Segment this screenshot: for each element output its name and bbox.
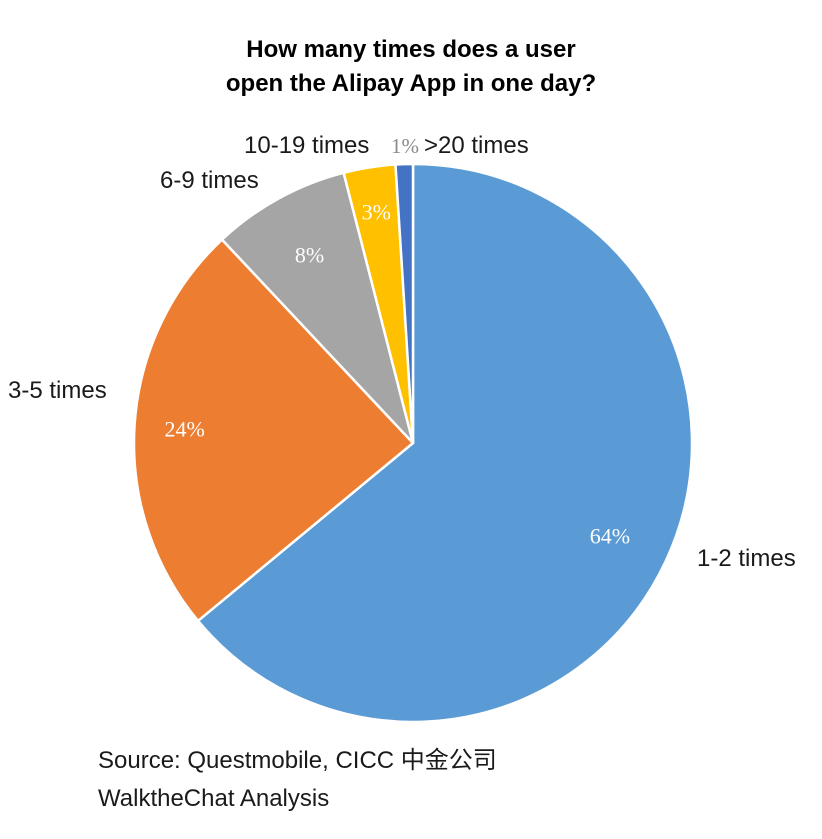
slice-1-2-times [196,162,694,724]
pct-label-20-times: 1% [391,134,419,158]
category-label-20-times: >20 times [424,132,529,159]
source-note: Source: Questmobile, CICC 中金公司 WalktheCh… [98,742,497,818]
pie-labels: 64% 1-2 times 24% 3-5 times 8% 6-9 times 3% 10-… [8,132,796,572]
slice-6-9-times [220,171,415,445]
pct-label-6-9-times: 8% [295,243,324,268]
slice-20-times [394,162,415,445]
category-label-1-2-times: 1-2 times [697,545,796,572]
category-label-6-9-times: 6-9 times [160,167,259,194]
pct-label-10-19-times: 3% [362,200,391,225]
chart-title: How many times does a user open the Alip… [0,33,822,101]
source-line-1: Source: Questmobile, CICC 中金公司 [98,747,497,774]
slice-3-5-times [132,238,415,623]
chart-title-line-1: How many times does a user [246,36,576,63]
pie-slices [132,162,694,724]
pct-label-1-2-times: 64% [590,524,630,549]
source-line-2: WalktheChat Analysis [98,785,330,812]
category-label-10-19-times: 10-19 times [244,132,369,159]
chart-title-line-2: open the Alipay App in one day? [225,70,597,97]
category-label-3-5-times: 3-5 times [8,377,107,404]
pct-label-3-5-times: 24% [165,417,205,442]
